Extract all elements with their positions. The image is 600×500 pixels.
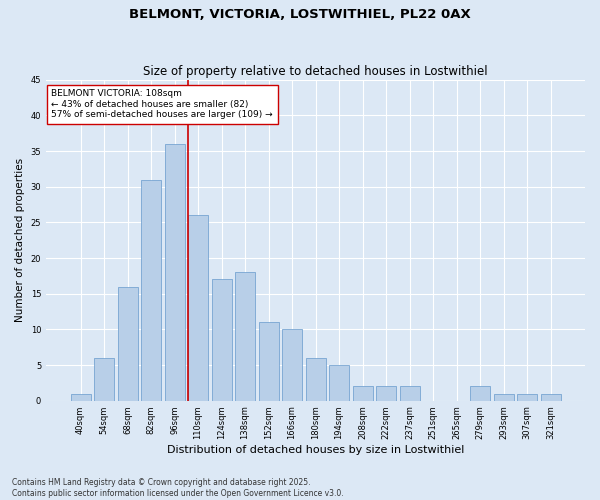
Bar xyxy=(164,144,185,401)
Text: BELMONT, VICTORIA, LOSTWITHIEL, PL22 0AX: BELMONT, VICTORIA, LOSTWITHIEL, PL22 0AX xyxy=(129,8,471,20)
Bar xyxy=(517,394,537,400)
Bar xyxy=(188,215,208,400)
Bar xyxy=(141,180,161,400)
Bar xyxy=(541,394,560,400)
Bar xyxy=(470,386,490,400)
Bar xyxy=(353,386,373,400)
Title: Size of property relative to detached houses in Lostwithiel: Size of property relative to detached ho… xyxy=(143,66,488,78)
X-axis label: Distribution of detached houses by size in Lostwithiel: Distribution of detached houses by size … xyxy=(167,445,464,455)
Bar xyxy=(282,330,302,400)
Bar xyxy=(212,280,232,400)
Bar xyxy=(235,272,255,400)
Bar xyxy=(329,365,349,400)
Bar xyxy=(400,386,419,400)
Bar xyxy=(71,394,91,400)
Bar xyxy=(94,358,114,401)
Text: BELMONT VICTORIA: 108sqm
← 43% of detached houses are smaller (82)
57% of semi-d: BELMONT VICTORIA: 108sqm ← 43% of detach… xyxy=(52,90,273,119)
Bar xyxy=(494,394,514,400)
Bar xyxy=(376,386,396,400)
Bar xyxy=(305,358,326,401)
Bar xyxy=(259,322,278,400)
Text: Contains HM Land Registry data © Crown copyright and database right 2025.
Contai: Contains HM Land Registry data © Crown c… xyxy=(12,478,344,498)
Bar xyxy=(118,286,137,401)
Y-axis label: Number of detached properties: Number of detached properties xyxy=(15,158,25,322)
